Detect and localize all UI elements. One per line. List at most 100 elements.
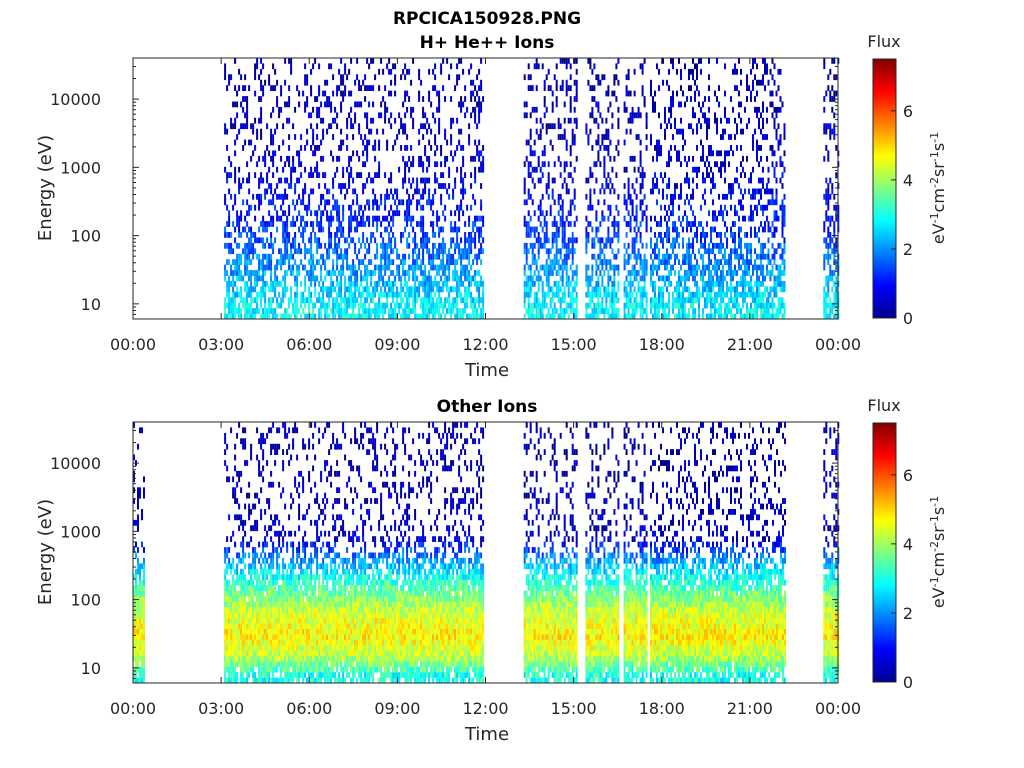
heatmap-cell [617, 248, 620, 255]
heatmap-cell [368, 199, 371, 206]
heatmap-cell [656, 264, 658, 271]
heatmap-cell [428, 193, 431, 200]
heatmap-cell [551, 297, 554, 304]
heatmap-cell [732, 106, 734, 113]
heatmap-cell [448, 166, 451, 173]
heatmap-cell [320, 275, 323, 282]
heatmap-cell [760, 155, 762, 162]
heatmap-cell [551, 313, 554, 320]
heatmap-cell [773, 302, 776, 309]
heatmap-cell [641, 242, 644, 249]
heatmap-cell [230, 308, 233, 314]
heatmap-cell [823, 313, 826, 320]
heatmap-cell [650, 226, 652, 233]
heatmap-cell [406, 204, 409, 211]
heatmap-cell [348, 302, 351, 309]
heatmap-cell [474, 270, 477, 276]
heatmap-cell [356, 74, 359, 81]
heatmap-cell [262, 270, 265, 276]
heatmap-cell [264, 226, 267, 233]
heatmap-cell [288, 155, 291, 162]
heatmap-cell [332, 215, 335, 222]
heatmap-cell [783, 221, 786, 227]
heatmap-cell [340, 297, 343, 304]
heatmap-cell [404, 215, 407, 222]
heatmap-cell [236, 259, 239, 265]
heatmap-cell [694, 297, 696, 304]
heatmap-cell [432, 112, 435, 119]
heatmap-cell [718, 101, 720, 108]
heatmap-cell [224, 308, 227, 314]
heatmap-cell [262, 155, 265, 162]
heatmap-cell [378, 313, 381, 320]
heatmap-cell [292, 155, 295, 162]
heatmap-cell [452, 155, 455, 162]
heatmap-cell [390, 286, 393, 293]
heatmap-cell [779, 280, 782, 287]
heatmap-cell [639, 253, 642, 260]
heatmap-cell [633, 226, 636, 233]
heatmap-cell [764, 253, 766, 260]
heatmap-cell [304, 302, 307, 309]
heatmap-cell [328, 242, 331, 249]
heatmap-cell [330, 308, 333, 314]
heatmap-cell [708, 253, 710, 260]
heatmap-cell [264, 280, 267, 287]
heatmap-cell [676, 128, 678, 135]
heatmap-cell [354, 117, 357, 124]
heatmap-cell [722, 215, 724, 222]
heatmap-cell [320, 193, 323, 200]
heatmap-cell [314, 280, 317, 287]
heatmap-cell [226, 280, 229, 287]
heatmap-cell [362, 237, 365, 244]
heatmap-cell [364, 308, 367, 314]
heatmap-cell [274, 275, 277, 282]
heatmap-cell [591, 145, 594, 151]
heatmap-cell [320, 215, 323, 222]
heatmap-cell [452, 297, 455, 304]
heatmap-cell [529, 302, 532, 309]
heatmap-cell [454, 242, 457, 249]
heatmap-cell [332, 297, 335, 304]
heatmap-cell [298, 161, 301, 168]
heatmap-cell [650, 215, 652, 222]
heatmap-cell [668, 297, 670, 304]
heatmap-cell [631, 242, 634, 249]
heatmap-cell [228, 74, 231, 81]
heatmap-cell [260, 79, 263, 86]
heatmap-cell [135, 634, 137, 640]
heatmap-cell [418, 199, 421, 206]
heatmap-cell [769, 275, 772, 282]
heatmap-cell [734, 264, 736, 271]
heatmap-cell [668, 85, 670, 91]
heatmap-cell [224, 242, 227, 249]
heatmap-cell [710, 313, 712, 320]
heatmap-cell [448, 253, 451, 260]
heatmap-cell [736, 68, 738, 75]
heatmap-cell [571, 199, 574, 206]
heatmap-cell [386, 215, 389, 222]
heatmap-cell [432, 226, 435, 233]
heatmap-cell [252, 253, 255, 260]
heatmap-cell [547, 68, 550, 75]
heatmap-cell [696, 237, 698, 244]
heatmap-cell [527, 308, 530, 314]
heatmap-cell [658, 259, 660, 265]
heatmap-cell [360, 215, 363, 222]
heatmap-cell [450, 313, 453, 320]
heatmap-cell [400, 232, 403, 238]
heatmap-cell [676, 150, 678, 157]
heatmap-cell [694, 215, 696, 222]
heatmap-cell [827, 85, 830, 91]
heatmap-cell [730, 226, 732, 233]
heatmap-cell [748, 85, 750, 91]
heatmap-cell [226, 128, 229, 135]
heatmap-cell [346, 74, 349, 81]
heatmap-cell [656, 63, 658, 70]
heatmap-cell [754, 193, 756, 200]
heatmap-cell [246, 101, 249, 108]
heatmap-cell [561, 85, 564, 91]
heatmap-cell [541, 286, 544, 293]
heatmap-cell [378, 280, 381, 287]
heatmap-cell [262, 242, 265, 249]
